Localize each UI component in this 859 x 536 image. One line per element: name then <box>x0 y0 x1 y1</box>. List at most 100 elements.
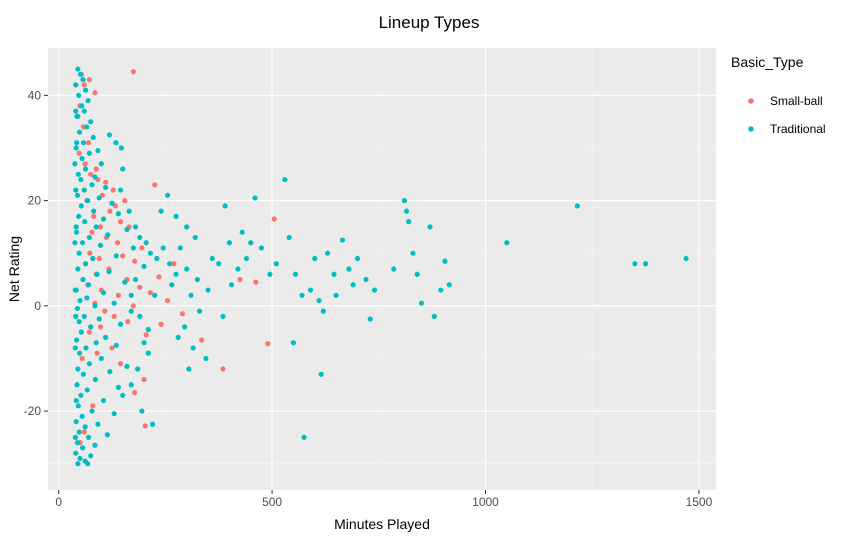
data-point <box>110 187 116 193</box>
data-point <box>95 421 101 427</box>
y-tick-label: -20 <box>24 404 42 418</box>
data-point <box>88 119 94 125</box>
series-small-ball <box>75 69 277 446</box>
data-point <box>152 292 158 298</box>
data-point <box>77 455 83 462</box>
data-point <box>406 219 412 225</box>
data-point <box>258 245 265 251</box>
data-point <box>181 324 188 330</box>
data-point <box>102 308 108 314</box>
data-point <box>130 245 136 251</box>
data-point <box>107 369 113 375</box>
data-point <box>141 376 147 383</box>
data-point <box>248 240 254 246</box>
data-point <box>100 397 107 404</box>
legend-item: Traditional <box>748 122 826 136</box>
points-layer <box>72 66 689 467</box>
data-point <box>333 292 339 298</box>
data-point <box>158 321 164 327</box>
data-point <box>109 345 115 351</box>
data-point <box>118 145 125 151</box>
data-point <box>414 271 420 277</box>
data-point <box>137 284 143 291</box>
data-point <box>222 203 228 209</box>
data-point <box>111 300 117 306</box>
data-point <box>79 355 85 362</box>
data-point <box>124 226 130 233</box>
data-point <box>74 440 81 446</box>
data-point <box>147 290 154 296</box>
data-point <box>86 329 92 335</box>
x-tick-label: 0 <box>55 495 62 509</box>
data-point <box>363 276 369 283</box>
data-point <box>72 287 78 293</box>
data-point <box>92 442 98 448</box>
data-point <box>114 240 121 246</box>
data-point <box>72 240 78 246</box>
data-point <box>160 245 166 251</box>
data-point <box>273 261 279 267</box>
data-point <box>442 258 448 264</box>
data-point <box>86 234 92 241</box>
data-point <box>81 187 87 193</box>
data-point <box>431 313 437 319</box>
data-point <box>117 321 124 327</box>
data-point <box>141 340 147 346</box>
data-point <box>100 290 107 296</box>
data-point <box>93 224 99 230</box>
data-point <box>79 445 86 451</box>
data-point <box>145 326 151 333</box>
data-point <box>97 242 104 248</box>
data-point <box>86 150 92 156</box>
data-point <box>89 182 95 188</box>
x-tick-label: 1500 <box>686 495 713 509</box>
chart-title: Lineup Types <box>379 13 480 32</box>
x-axis-label: Minutes Played <box>334 516 430 532</box>
data-point <box>81 313 87 319</box>
data-point <box>164 192 171 198</box>
data-point <box>137 234 143 241</box>
data-point <box>76 350 83 356</box>
data-point <box>235 266 241 272</box>
data-point <box>88 453 94 459</box>
data-point <box>96 316 102 322</box>
data-point <box>74 113 80 119</box>
data-point <box>152 182 158 188</box>
data-point <box>632 261 638 267</box>
data-point <box>122 198 128 204</box>
data-point <box>128 308 134 314</box>
data-point <box>186 366 192 372</box>
data-point <box>79 103 85 109</box>
data-point <box>74 305 81 312</box>
data-point <box>105 232 111 238</box>
data-point <box>149 421 156 427</box>
data-point <box>98 161 104 167</box>
data-point <box>88 171 94 177</box>
data-point <box>74 229 80 235</box>
data-point <box>88 324 94 330</box>
data-point <box>124 363 130 369</box>
data-point <box>94 271 100 277</box>
data-point <box>196 308 203 314</box>
data-point <box>103 334 109 340</box>
data-point <box>79 240 86 246</box>
data-point <box>307 287 314 293</box>
data-point <box>339 237 346 243</box>
data-point <box>74 140 80 146</box>
data-point <box>130 303 136 309</box>
data-point <box>132 224 139 230</box>
data-point <box>111 313 117 319</box>
data-point <box>80 140 87 146</box>
data-point <box>79 155 85 162</box>
data-point <box>86 76 92 83</box>
data-point <box>642 261 649 267</box>
data-point <box>80 371 87 377</box>
data-point <box>73 145 79 151</box>
data-point <box>78 176 84 183</box>
legend-item: Small-ball <box>748 94 823 108</box>
data-point <box>85 98 91 104</box>
data-point <box>331 271 337 277</box>
data-point <box>403 208 410 214</box>
